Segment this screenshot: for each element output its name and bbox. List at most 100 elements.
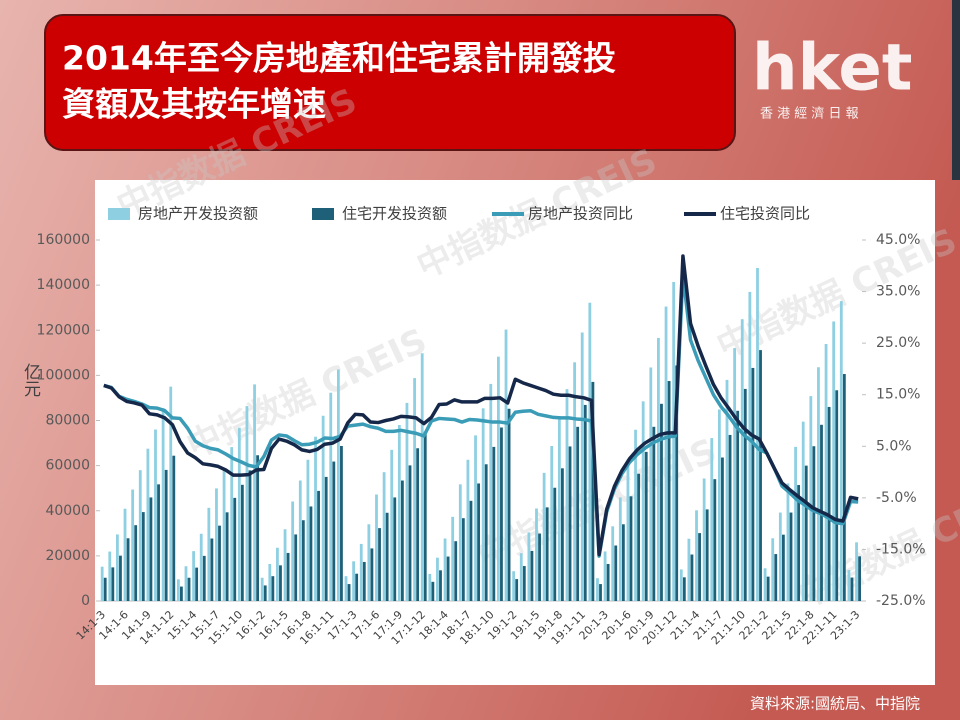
- bar: [535, 508, 538, 601]
- bar: [568, 446, 572, 601]
- bar: [675, 365, 679, 601]
- bar: [728, 434, 732, 601]
- bar: [248, 470, 252, 601]
- bar: [268, 563, 272, 601]
- legend-label: 住宅开发投资额: [342, 205, 447, 223]
- y-tick-label: 0: [81, 593, 90, 609]
- bar: [367, 524, 371, 601]
- bar: [512, 571, 516, 601]
- bar: [553, 487, 557, 601]
- y-tick-label: 80000: [45, 413, 90, 429]
- bar: [454, 541, 458, 601]
- bar: [835, 390, 839, 601]
- bar: [176, 579, 180, 601]
- bar: [504, 329, 508, 601]
- bar: [283, 529, 287, 601]
- y-tick-label: 20000: [45, 548, 90, 564]
- bar: [207, 507, 211, 601]
- bar: [797, 485, 801, 601]
- bar: [634, 429, 637, 601]
- bar: [111, 567, 115, 601]
- line: [103, 254, 859, 557]
- bar: [439, 570, 442, 601]
- bar: [839, 301, 843, 601]
- bar: [489, 383, 493, 601]
- y-tick-label: 140000: [37, 277, 90, 293]
- y-axis-label: 亿元: [20, 363, 41, 397]
- bar: [599, 584, 602, 601]
- bar: [702, 478, 706, 601]
- bar: [332, 461, 336, 601]
- bar: [131, 489, 135, 601]
- legend-label: 房地产投资同比: [528, 205, 633, 223]
- bar: [286, 552, 290, 601]
- bar: [138, 470, 142, 601]
- bar: [103, 577, 107, 601]
- bar: [215, 488, 218, 601]
- bar: [538, 533, 541, 601]
- bar: [847, 570, 851, 601]
- bar: [245, 406, 249, 601]
- bar: [606, 563, 610, 601]
- bar: [713, 479, 717, 601]
- bar: [253, 384, 256, 601]
- bar: [679, 569, 683, 601]
- bar: [355, 573, 359, 601]
- bar: [588, 302, 592, 601]
- bar: [596, 578, 599, 601]
- bar: [497, 356, 500, 601]
- title-line: 2014年至今房地產和住宅累計開發投: [62, 39, 616, 78]
- bar: [123, 508, 127, 601]
- bar: [164, 469, 168, 601]
- legend-label: 房地产开发投资额: [138, 205, 258, 223]
- bar: [500, 427, 503, 601]
- bar: [119, 555, 122, 601]
- bar: [420, 353, 424, 601]
- y2-tick-label: 45.0%: [876, 232, 920, 248]
- bar: [740, 319, 744, 601]
- bar: [629, 496, 633, 601]
- bar: [690, 554, 694, 601]
- bar: [858, 556, 861, 601]
- bar: [431, 581, 435, 601]
- bar: [347, 584, 351, 601]
- bar: [222, 468, 226, 601]
- bar: [218, 525, 221, 601]
- y2-tick-label: -5.0%: [876, 490, 917, 506]
- bar: [660, 403, 663, 601]
- bar: [352, 561, 356, 601]
- bar: [644, 451, 648, 601]
- bar: [126, 538, 130, 601]
- bar: [522, 566, 526, 601]
- bar: [519, 553, 523, 601]
- bar: [370, 548, 374, 601]
- bar: [187, 577, 191, 601]
- bar: [256, 455, 260, 601]
- bar: [340, 445, 343, 601]
- bar: [146, 448, 150, 601]
- bar: [561, 468, 564, 601]
- bar: [428, 573, 432, 601]
- bar: [827, 406, 831, 601]
- bar: [443, 538, 447, 601]
- bar: [695, 510, 698, 601]
- bar: [393, 497, 397, 601]
- bar: [721, 457, 724, 601]
- bar: [710, 438, 714, 601]
- title-box: [44, 14, 736, 151]
- bar: [237, 427, 241, 601]
- bar: [626, 459, 630, 601]
- bar: [423, 431, 427, 601]
- bar: [413, 378, 416, 601]
- bar: [294, 534, 298, 601]
- legend-label: 住宅投资同比: [720, 205, 810, 223]
- bar: [801, 421, 805, 601]
- bar: [154, 429, 157, 601]
- bar: [141, 512, 145, 601]
- bar: [698, 533, 701, 601]
- bar: [611, 526, 615, 601]
- bar: [789, 512, 793, 601]
- bar: [180, 586, 183, 601]
